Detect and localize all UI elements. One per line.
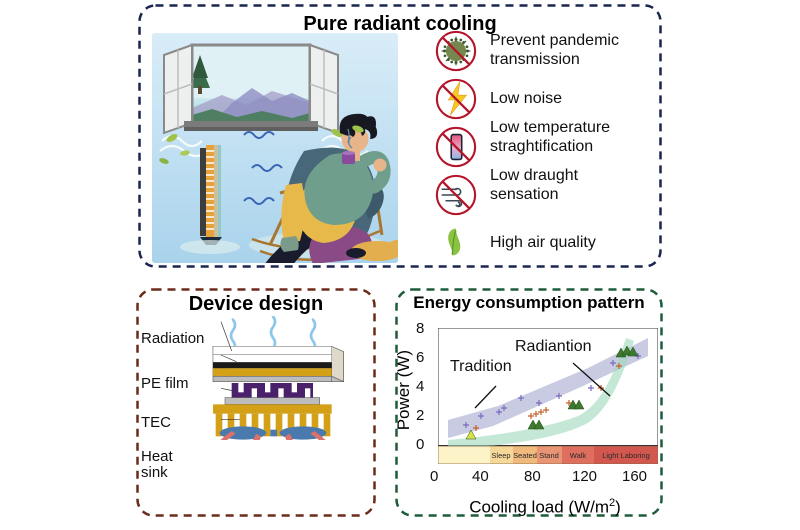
svg-text:Stand: Stand xyxy=(539,451,559,460)
svg-text:Seated: Seated xyxy=(513,451,537,460)
svg-text:Walk: Walk xyxy=(570,451,587,460)
svg-text:Sleep: Sleep xyxy=(491,451,510,460)
svg-text:Light Laboring: Light Laboring xyxy=(602,451,650,460)
